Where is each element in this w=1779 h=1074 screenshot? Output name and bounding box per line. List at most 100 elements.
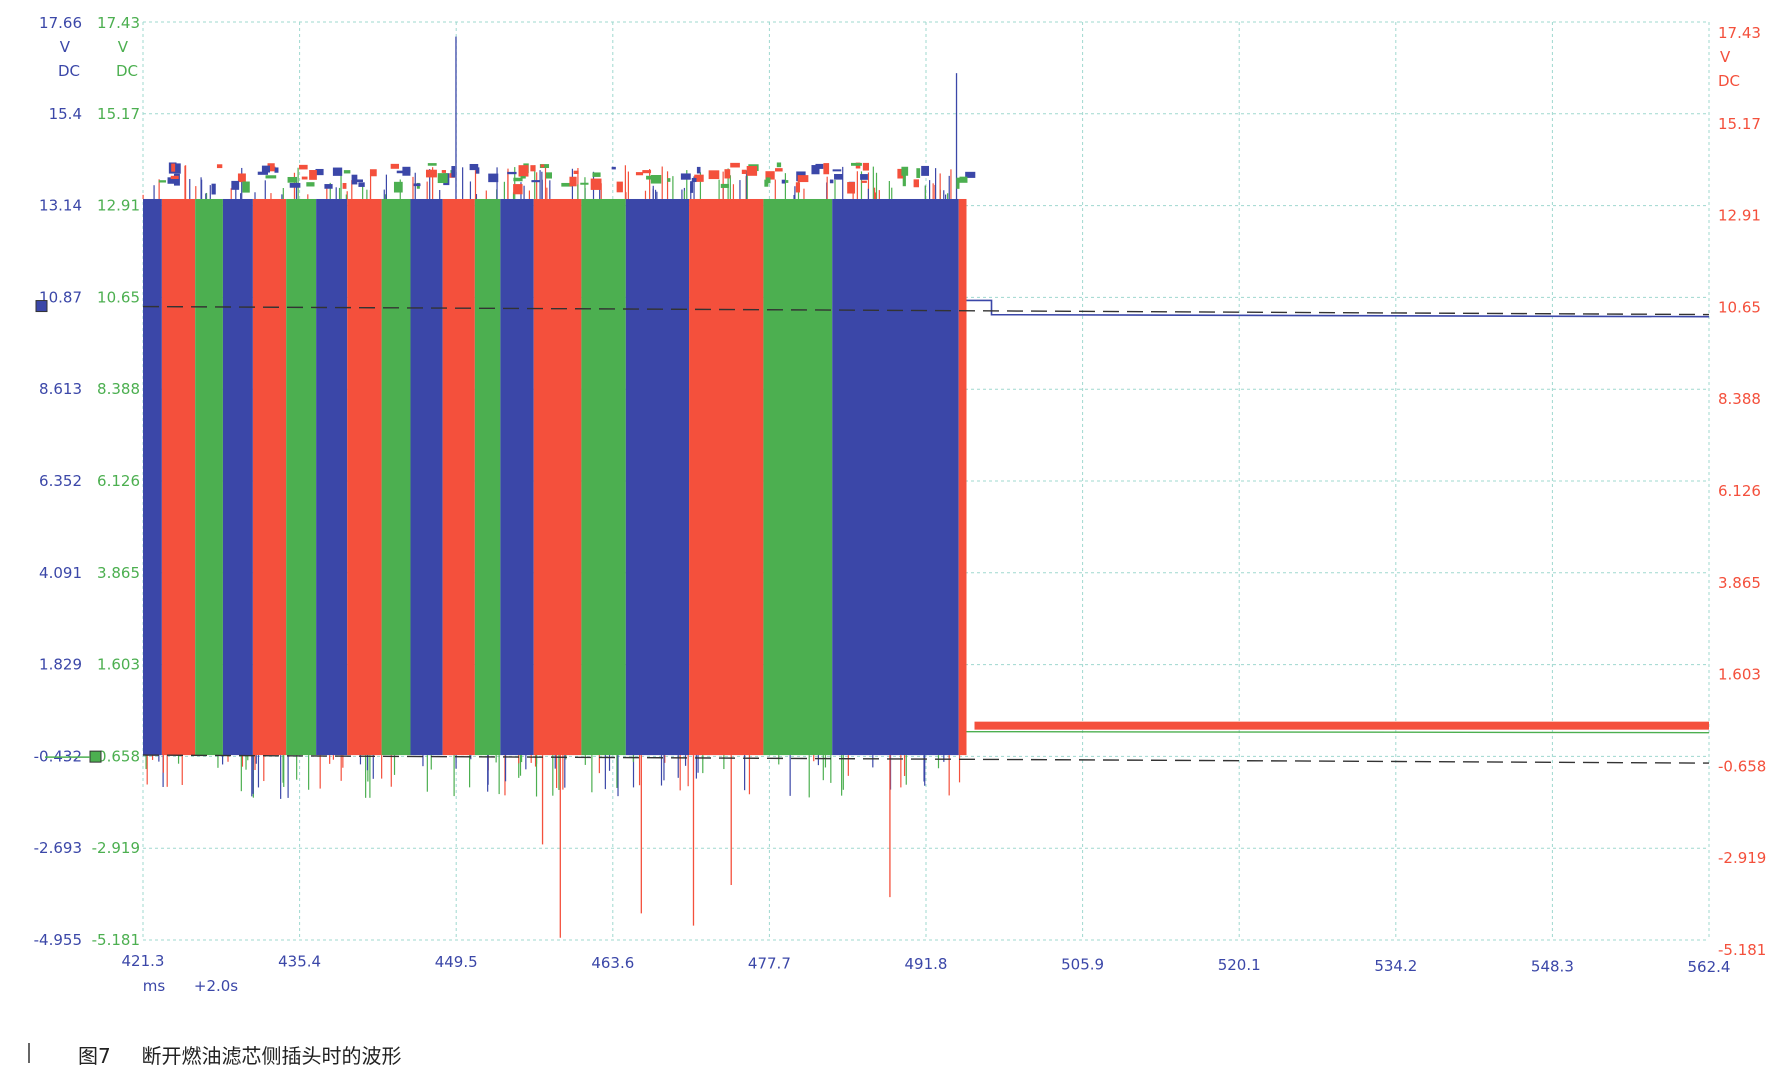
waveform-cap-noise (561, 182, 573, 187)
waveform-cap-noise (441, 170, 446, 173)
green-axis-tick-label: -2.919 (92, 839, 140, 857)
blue-axis-tick-label: -4.955 (34, 931, 82, 949)
red-axis-tick-label: -5.181 (1718, 941, 1766, 959)
waveform-cap-noise (369, 169, 377, 177)
waveform-cap-noise (301, 176, 308, 180)
waveform-cap-noise (590, 178, 602, 190)
waveform-cap-noise (309, 170, 317, 180)
waveform-segment-red (958, 198, 967, 756)
waveform-cap-noise (520, 176, 526, 179)
green-axis-top-label: 17.43 (97, 14, 140, 32)
green-axis-tick-label: 15.17 (97, 105, 140, 123)
waveform-segment-green (581, 198, 626, 756)
waveform-cap-noise (242, 181, 250, 193)
waveform-cap-noise (902, 174, 906, 187)
waveform-cap-noise (897, 168, 904, 179)
waveform-cap-noise (694, 174, 704, 182)
waveform-segment-red (533, 198, 582, 756)
waveform-cap-noise (531, 180, 541, 183)
green-axis-tick-label: -5.181 (92, 931, 140, 949)
waveform-cap-noise (231, 180, 240, 190)
waveform-cap-noise (667, 178, 671, 182)
waveform-cap-noise (823, 163, 830, 175)
waveform-cap-noise (257, 171, 268, 175)
blue-axis-unit-label: V (60, 38, 71, 56)
blue-trace-after (966, 299, 1710, 318)
waveform-segment-blue (143, 198, 162, 756)
reference-line (142, 754, 1710, 764)
waveform-cap-noise (158, 180, 167, 183)
red-axis-tick-label: 12.91 (1718, 207, 1761, 225)
blue-axis-tick-label: 8.613 (39, 380, 82, 398)
waveform-cap-noise (274, 167, 279, 173)
waveform-cap-noise (860, 174, 868, 180)
waveform-cap-noise (358, 182, 365, 187)
waveform-cap-noise (766, 177, 771, 184)
axis-labels: 17.66 V DC 15.4 13.14 10.87 8.613 6.352 4.091 1.8… (34, 14, 1767, 995)
waveform-cap-noise (680, 173, 691, 180)
waveform-cap-noise (795, 182, 801, 193)
waveform-cap-noise (592, 172, 601, 177)
waveform-cap-noise (413, 183, 421, 187)
waveform-cap-noise (781, 179, 786, 184)
red-axis-unit-label: V (1720, 48, 1731, 66)
reference-lines (142, 305, 1710, 764)
waveform-cap-noise (393, 181, 403, 193)
red-trace-after (974, 721, 1709, 730)
red-axis-tick-label: -0.658 (1718, 757, 1766, 775)
waveform-segment-red (252, 198, 287, 756)
figure-caption: 图7 断开燃油滤芯侧插头时的波形 (78, 1040, 401, 1069)
red-axis-tick-label: -2.919 (1718, 849, 1766, 867)
waveform-cap-noise (507, 171, 517, 175)
waveform-cap-noise (611, 166, 616, 170)
waveform-cap-noise (540, 164, 545, 168)
waveform-cap-noise (956, 177, 960, 189)
waveform-cap-noise (741, 169, 747, 174)
green-axis-unit-label: V (118, 38, 129, 56)
waveform-cap-noise (847, 182, 856, 194)
waveform-cap-noise (261, 165, 270, 173)
red-axis-tick-label: 8.388 (1718, 390, 1761, 408)
green-axis-tick-label: 12.91 (97, 197, 140, 215)
waveform-segment-green (286, 198, 317, 756)
green-axis-tick-label: 8.388 (97, 380, 140, 398)
waveform-cap-noise (530, 165, 536, 172)
waveform-cap-noise (569, 176, 577, 187)
green-axis-tick-label: 1.603 (97, 656, 140, 674)
green-axis-tick-label: 3.865 (97, 564, 140, 582)
waveform-cap-noise (289, 182, 301, 188)
red-axis-tick-label: 3.865 (1718, 574, 1761, 592)
waveform-cap-noise (834, 173, 843, 180)
waveform-cap-noise (352, 179, 363, 183)
red-axis-tick-label: 15.17 (1718, 115, 1761, 133)
waveform-cap-noise (832, 169, 842, 172)
waveform-segment-blue (500, 198, 534, 756)
waveform-cap-noise (765, 171, 775, 180)
green-axis-tick-label: 6.126 (97, 472, 140, 490)
blue-axis-tick-label: 1.829 (39, 656, 82, 674)
waveform-segment-green (474, 198, 501, 756)
waveform-cap-noise (315, 168, 324, 176)
waveform-cap-noise (782, 180, 789, 183)
waveform-cap-noise (324, 184, 333, 189)
reference-line (142, 305, 1710, 316)
waveform-cap-noise (167, 177, 179, 184)
waveform-cap-noise (427, 163, 437, 166)
waveform-cap-noise (724, 169, 731, 179)
x-tick-label: 477.7 (748, 954, 791, 972)
waveform-segment-red (689, 198, 764, 756)
waveform-cap-noise (851, 162, 862, 166)
x-tick-label: 421.3 (122, 952, 165, 970)
waveform-cap-noise (216, 164, 223, 169)
x-tick-label: 562.4 (1688, 958, 1731, 976)
waveform-cap-noise (913, 179, 919, 188)
plot-area (142, 36, 1710, 938)
waveform-cap-noise (797, 175, 809, 183)
channel-marker (89, 750, 102, 763)
waveform-cap-noise (469, 163, 479, 171)
waveform-segment-green (763, 198, 833, 756)
waveform-cap-noise (720, 183, 729, 188)
waveform-cap-noise (451, 166, 456, 178)
waveform-cap-noise (696, 166, 701, 174)
